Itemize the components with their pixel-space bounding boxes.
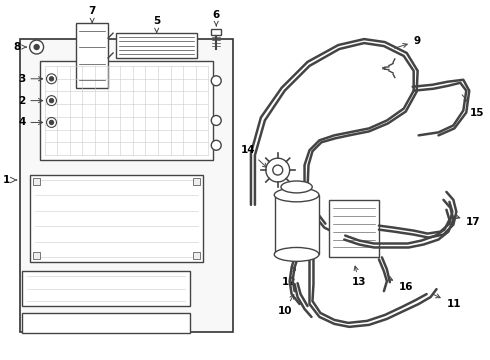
Bar: [22, 313, 191, 333]
Text: 12: 12: [281, 266, 296, 287]
Text: 7: 7: [89, 6, 96, 22]
Ellipse shape: [281, 181, 312, 193]
Bar: [211, 29, 221, 35]
Bar: [116, 33, 197, 58]
Bar: [20, 39, 233, 332]
Text: 9: 9: [394, 36, 421, 48]
Ellipse shape: [274, 247, 319, 261]
Bar: [275, 195, 319, 255]
Text: 17: 17: [451, 215, 481, 227]
Text: 6: 6: [213, 10, 220, 26]
Circle shape: [266, 158, 290, 182]
Circle shape: [273, 165, 283, 175]
Circle shape: [47, 74, 56, 84]
Bar: [33, 252, 40, 260]
Bar: [30, 175, 203, 262]
Circle shape: [49, 121, 53, 125]
Text: 2: 2: [18, 96, 43, 105]
Bar: [194, 252, 200, 260]
Bar: [76, 23, 108, 88]
Text: 16: 16: [388, 276, 413, 292]
Text: 5: 5: [153, 16, 160, 32]
Text: 14: 14: [241, 145, 267, 167]
Text: 1: 1: [3, 175, 10, 185]
Bar: [22, 271, 191, 306]
Circle shape: [47, 117, 56, 127]
Circle shape: [34, 45, 39, 50]
Circle shape: [211, 140, 221, 150]
Circle shape: [30, 40, 44, 54]
Bar: [194, 178, 200, 185]
Bar: [33, 178, 40, 185]
Text: 11: 11: [433, 294, 461, 309]
Circle shape: [49, 99, 53, 103]
Circle shape: [49, 77, 53, 81]
Text: 15: 15: [462, 95, 485, 117]
Text: 10: 10: [277, 294, 294, 316]
Bar: [40, 61, 213, 160]
Text: 13: 13: [352, 266, 367, 287]
Text: 8: 8: [13, 42, 26, 52]
Circle shape: [47, 96, 56, 105]
Ellipse shape: [274, 188, 319, 202]
Circle shape: [211, 76, 221, 86]
Circle shape: [211, 116, 221, 125]
Text: 4: 4: [18, 117, 43, 127]
Text: 3: 3: [18, 74, 43, 84]
Bar: [329, 200, 379, 257]
